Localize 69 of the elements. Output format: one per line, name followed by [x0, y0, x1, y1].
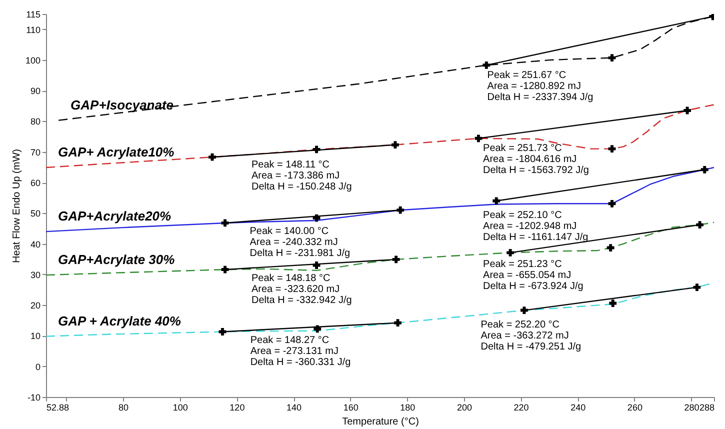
- series-label: GAP + Acrylate 40%: [58, 313, 182, 328]
- point: [392, 141, 399, 149]
- point: [474, 134, 482, 142]
- point: [608, 145, 616, 153]
- annotation: Peak = 251.73 °C Area = -1804.616 mJ Delta H = -1563.792 J/g: [483, 142, 589, 176]
- series-label: GAP+Isocyanate: [70, 97, 174, 112]
- y-tick-label: 70: [30, 147, 40, 158]
- point: [392, 256, 400, 264]
- point: [218, 328, 226, 336]
- x-tick-label: 240: [570, 402, 586, 412]
- y-tick-label: 50: [30, 208, 40, 219]
- point: [394, 319, 402, 327]
- y-tick-label: 0: [35, 362, 40, 372]
- point: [221, 219, 229, 227]
- point: [221, 266, 229, 274]
- annotation: Peak = 148.11 °C Area = -173.386 mJ Delta H = -150.248 J/g: [251, 159, 352, 192]
- x-axis-title: Temperature (°C): [342, 416, 419, 428]
- annotation: Peak = 251.23 °C Area = -655.054 mJ Delta H = -673.924 J/g: [483, 259, 584, 292]
- point: [314, 325, 322, 333]
- series-label: GAP+Acrylate20%: [58, 208, 172, 224]
- y-tick-label: 90: [30, 86, 40, 96]
- point: [684, 106, 691, 114]
- point: [506, 248, 514, 256]
- y-axis-title: Heat Flow Endo Up (mW): [11, 149, 22, 263]
- annotation: Peak = 148.27 °C Area = -273.131 mJ Delta H = -360.331 J/g: [250, 335, 351, 368]
- point: [608, 54, 616, 62]
- y-tick-label: 80: [30, 116, 40, 127]
- point: [482, 61, 490, 69]
- point: [606, 244, 614, 252]
- x-tick-label: 80: [118, 402, 129, 412]
- x-tick-label: 260: [627, 402, 642, 412]
- annotation: Peak = 148.18 °C Area = -323.620 mJ Delta H = -332.942 J/g: [251, 273, 352, 306]
- point: [396, 206, 404, 214]
- line-series: [46, 166, 714, 232]
- y-tick-label: 10: [30, 331, 40, 342]
- point: [208, 153, 216, 161]
- y-tick-label: 100: [25, 55, 40, 66]
- x-tick-label: 52.88: [46, 402, 70, 412]
- annotation: Peak = 251.67 °C Area = -1280.892 mJ Delta H = -2337.394 J/g: [487, 70, 594, 103]
- series-label: GAP+Acrylate 30%: [58, 252, 176, 268]
- y-tick-label: 40: [30, 239, 40, 250]
- point: [492, 197, 500, 205]
- point: [696, 221, 704, 229]
- y-tick-label: 110: [26, 24, 40, 35]
- point: [700, 166, 708, 174]
- annotation: Peak = 252.20 °C Area = -363.272 mJ Delta H = -479.251 J/g: [480, 320, 582, 353]
- x-tick-label: 200: [456, 402, 472, 412]
- x-tick-label: 220: [514, 402, 529, 412]
- series-label: GAP+ Acrylate10%: [58, 144, 175, 160]
- y-tick-label: -10: [27, 392, 40, 402]
- point: [609, 300, 617, 307]
- point: [693, 284, 701, 292]
- y-tick-label: 115: [26, 10, 40, 20]
- annotation: Peak = 140.00 °C Area = -240.332 mJ Delta H = -231.981 J/g: [250, 226, 350, 260]
- y-tick-label: 60: [30, 178, 40, 188]
- x-tick-label: 288: [699, 402, 714, 412]
- x-tick-label: 140: [286, 402, 302, 412]
- y-tick-label: 30: [30, 270, 40, 280]
- x-tick-label: 160: [343, 402, 358, 412]
- point: [608, 200, 616, 208]
- y-tick-label: 20: [30, 300, 40, 311]
- x-tick-label: 280: [684, 402, 700, 412]
- point: [520, 306, 528, 314]
- x-tick-label: 120: [230, 402, 245, 412]
- point: [312, 214, 320, 222]
- x-tick-label: 100: [172, 402, 188, 412]
- point: [312, 262, 320, 269]
- x-tick-label: 180: [400, 402, 416, 412]
- point: [312, 146, 320, 154]
